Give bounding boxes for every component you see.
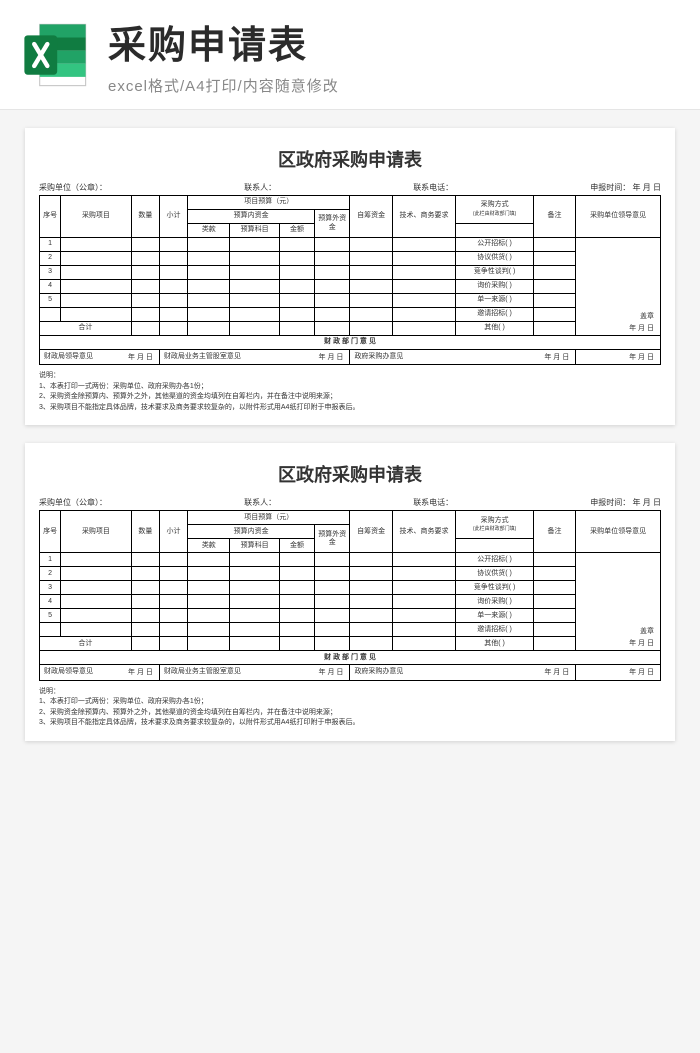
table-row: 邀请招标( ): [40, 308, 661, 322]
method-cell: 询价采购( ): [456, 280, 534, 294]
opinion-row: 财政局领导意见 盖章 年 月 日 财政局业务主管股室意见 盖章 年 月 日 政府…: [40, 665, 661, 680]
hdr-budget-out: 预算外资金: [315, 210, 350, 238]
opinion-block-1: 财政局领导意见 盖章 年 月 日: [40, 350, 160, 365]
hdr-unit-op: 采购单位领导意见: [576, 196, 661, 238]
hdr-budget-in: 预算内资金: [188, 210, 315, 224]
opinion-block-3: 政府采购办意见 盖章 年 月 日: [350, 350, 576, 365]
form-title: 区政府采购申请表: [39, 146, 661, 172]
method-cell: 其他( ): [456, 322, 534, 336]
table-row: 3 竞争性谈判( ): [40, 581, 661, 595]
note-line: 1、本表打印一式两份：采购单位、政府采购办各1份；: [39, 383, 208, 390]
table-row: 4 询价采购( ): [40, 280, 661, 294]
notes-label: 说明：: [39, 372, 60, 379]
form-sheet-1: 区政府采购申请表 采购单位（公章）： 联系人： 联系电话： 申报时间： 年 月 …: [25, 128, 675, 425]
method-cell: 协议供货( ): [456, 252, 534, 266]
hdr-subtotal: 小计: [159, 196, 187, 238]
fin-opinion-title: 财 政 部 门 意 见: [40, 336, 661, 350]
meta-contact: 联系人：: [244, 182, 276, 193]
meta-contact: 联系人：: [244, 497, 276, 508]
meta-row: 采购单位（公章）： 联系人： 联系电话： 申报时间： 年 月 日: [39, 497, 661, 508]
meta-apply: 申报时间： 年 月 日: [590, 182, 661, 193]
method-cell: 公开招标( ): [456, 238, 534, 252]
total-label: 合计: [40, 322, 132, 336]
note-line: 2、采购资金除预算内、预算外之外，其他渠道的资金均填列在自筹栏内，并在备注中说明…: [39, 393, 337, 400]
banner-text: 采购申请表 excel格式/A4打印/内容随意修改: [108, 14, 339, 96]
hdr-method-blank: [456, 224, 534, 238]
note-line: 3、采购项目不能指定具体品牌，技术要求及商务要求较复杂的，以附件形式用A4纸打印…: [39, 404, 359, 411]
notes-block: 说明： 1、本表打印一式两份：采购单位、政府采购办各1份； 2、采购资金除预算内…: [39, 687, 661, 729]
form-sheet-2: 区政府采购申请表 采购单位（公章）： 联系人： 联系电话： 申报时间： 年 月 …: [25, 443, 675, 740]
hdr-note: 备注: [533, 196, 575, 238]
fin-opinion-title-row: 财 政 部 门 意 见: [40, 336, 661, 350]
hdr-budget-group: 项目预算（元）: [188, 196, 350, 210]
table-row: 1 公开招标( ) 盖章 年 月 日: [40, 553, 661, 567]
total-row: 合计 其他( ): [40, 322, 661, 336]
notes-block: 说明： 1、本表打印一式两份：采购单位、政府采购办各1份； 2、采购资金除预算内…: [39, 371, 661, 413]
hdr-item: 采购项目: [61, 196, 132, 238]
table-row: 3 竞争性谈判( ): [40, 266, 661, 280]
form-title: 区政府采购申请表: [39, 461, 661, 487]
header-row-1: 序号 采购项目 数量 小计 项目预算（元） 自筹资金 技术、商务要求 采购方式(…: [40, 511, 661, 525]
meta-unit: 采购单位（公章）：: [39, 497, 107, 508]
meta-unit: 采购单位（公章）：: [39, 182, 107, 193]
meta-row: 采购单位（公章）： 联系人： 联系电话： 申报时间： 年 月 日: [39, 182, 661, 193]
fin-opinion-title-row: 财 政 部 门 意 见: [40, 651, 661, 665]
banner-subtitle: excel格式/A4打印/内容随意修改: [108, 75, 339, 96]
table-row: 5 单一来源( ): [40, 609, 661, 623]
banner-title: 采购申请表: [108, 14, 339, 69]
unit-opinion-block: 盖章 年 月 日: [576, 238, 661, 336]
main-table: 序号 采购项目 数量 小计 项目预算（元） 自筹资金 技术、商务要求 采购方式(…: [39, 510, 661, 680]
hdr-self: 自筹资金: [350, 196, 392, 238]
method-cell: 竞争性谈判( ): [456, 266, 534, 280]
hdr-cat: 类款: [188, 224, 230, 238]
table-row: 4 询价采购( ): [40, 595, 661, 609]
hdr-method: 采购方式(此栏由财政部门填): [456, 196, 534, 224]
method-cell: 邀请招标( ): [456, 308, 534, 322]
total-row: 合计 其他( ): [40, 637, 661, 651]
method-cell: 单一来源( ): [456, 294, 534, 308]
hdr-amount: 金额: [279, 224, 314, 238]
hdr-seq: 序号: [40, 196, 61, 238]
table-row: 5 单一来源( ): [40, 294, 661, 308]
opinion-block-2: 财政局业务主管股室意见 盖章 年 月 日: [159, 350, 350, 365]
header-row-1: 序号 采购项目 数量 小计 项目预算（元） 自筹资金 技术、商务要求 采购方式(…: [40, 196, 661, 210]
banner: 采购申请表 excel格式/A4打印/内容随意修改: [0, 0, 700, 110]
opinion-block-4: 盖章 年 月 日: [576, 350, 661, 365]
main-table: 序号 采购项目 数量 小计 项目预算（元） 自筹资金 技术、商务要求 采购方式(…: [39, 195, 661, 365]
table-row: 邀请招标( ): [40, 623, 661, 637]
hdr-qty: 数量: [131, 196, 159, 238]
table-row: 2 协议供货( ): [40, 252, 661, 266]
table-row: 1 公开招标( ) 盖章 年 月 日: [40, 238, 661, 252]
opinion-row: 财政局领导意见 盖章 年 月 日 财政局业务主管股室意见 盖章 年 月 日 政府…: [40, 350, 661, 365]
hdr-tech: 技术、商务要求: [392, 196, 456, 238]
meta-apply: 申报时间： 年 月 日: [590, 497, 661, 508]
meta-phone: 联系电话：: [413, 497, 453, 508]
table-row: 2 协议供货( ): [40, 567, 661, 581]
excel-icon: [20, 20, 90, 90]
hdr-subject: 预算科目: [230, 224, 279, 238]
meta-phone: 联系电话：: [413, 182, 453, 193]
